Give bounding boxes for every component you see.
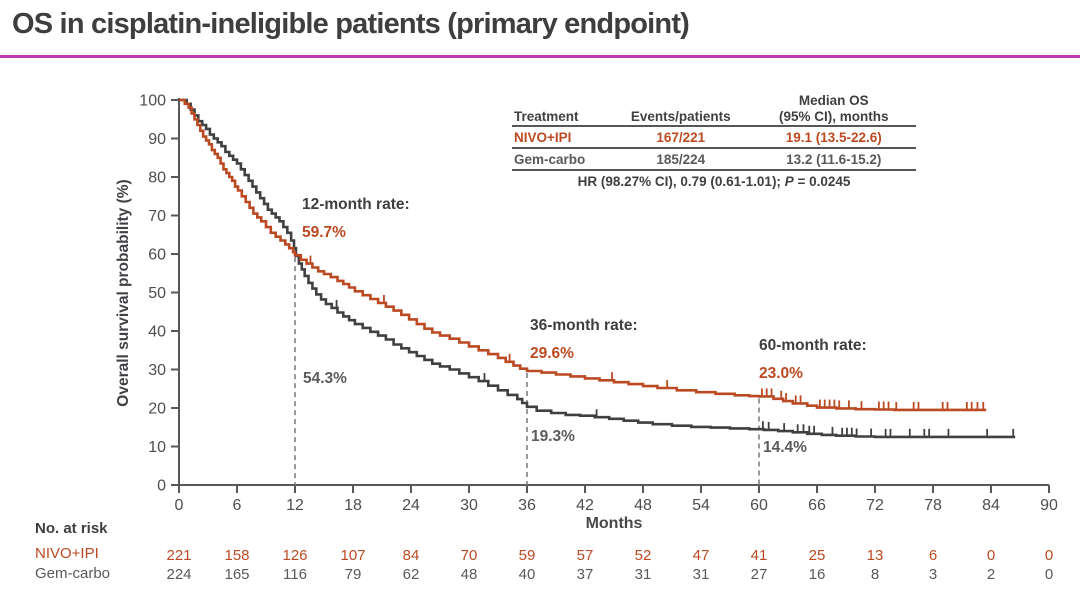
x-tick-label: 6 <box>233 497 242 514</box>
hr-text: HR (98.27% CI), 0.79 (0.61-1.01); <box>577 174 785 190</box>
x-tick-label: 60 <box>750 497 768 514</box>
risk-row-label-nivo: NIVO+IPI <box>35 545 99 562</box>
summary-table-grid: Treatment Events/patients Median OS (95%… <box>512 92 916 172</box>
risk-value-nivo: 0 <box>1045 547 1053 564</box>
y-tick-label: 60 <box>148 247 166 264</box>
summary-header-median-os: Median OS (95% CI), months <box>751 92 916 128</box>
risk-value-gem: 37 <box>577 566 594 583</box>
x-tick-label: 66 <box>808 497 826 514</box>
x-tick-label: 42 <box>576 497 594 514</box>
y-tick-label: 0 <box>157 478 166 495</box>
risk-value-gem: 224 <box>166 566 191 583</box>
y-tick-label: 70 <box>148 208 166 225</box>
risk-value-nivo: 84 <box>403 547 420 564</box>
x-tick-label: 72 <box>866 497 884 514</box>
y-tick-label: 50 <box>148 285 166 302</box>
risk-value-nivo: 158 <box>224 547 249 564</box>
risk-value-gem: 0 <box>1045 566 1053 583</box>
summary-row-gem: Gem-carbo 185/224 13.2 (11.6-15.2) <box>512 148 916 172</box>
hazard-ratio-note: HR (98.27% CI), 0.79 (0.61-1.01); P = 0.… <box>512 174 916 189</box>
risk-value-nivo: 47 <box>693 547 710 564</box>
rate-12-gem-value: 54.3% <box>303 370 347 387</box>
risk-value-nivo: 52 <box>635 547 652 564</box>
risk-value-gem: 31 <box>693 566 710 583</box>
risk-value-nivo: 25 <box>809 547 826 564</box>
risk-table-title: No. at risk <box>35 520 108 537</box>
risk-row-label-gem: Gem-carbo <box>35 565 111 582</box>
x-tick-label: 54 <box>692 497 710 514</box>
rate-36-label: 36-month rate: <box>530 317 638 334</box>
y-axis-title: Overall survival probability (%) <box>115 179 132 406</box>
summary-header-treatment: Treatment <box>512 92 611 128</box>
rate-36-gem-value: 19.3% <box>531 428 575 445</box>
risk-value-nivo: 0 <box>987 547 995 564</box>
summary-header-events: Events/patients <box>610 92 752 128</box>
summary-nivo-events: 167/221 <box>610 126 752 150</box>
rate-60-nivo-value: 23.0% <box>759 365 803 382</box>
rate-12-label: 12-month rate: <box>302 196 410 213</box>
rate-60-label: 60-month rate: <box>759 337 867 354</box>
risk-value-nivo: 221 <box>166 547 191 564</box>
risk-value-gem: 2 <box>987 566 995 583</box>
risk-value-nivo: 70 <box>461 547 478 564</box>
rate-60-gem-value: 14.4% <box>763 439 807 456</box>
x-axis-title: Months <box>586 515 643 532</box>
title-underline <box>0 55 1080 58</box>
risk-value-gem: 79 <box>345 566 362 583</box>
y-tick-label: 30 <box>148 362 166 379</box>
p-value-symbol: P <box>784 174 794 190</box>
risk-value-gem: 48 <box>461 566 478 583</box>
rate-36-nivo-value: 29.6% <box>530 345 574 362</box>
risk-value-gem: 116 <box>283 566 307 583</box>
summary-nivo-treatment: NIVO+IPI <box>512 126 611 150</box>
risk-value-gem: 62 <box>403 566 420 583</box>
risk-value-nivo: 6 <box>929 547 937 564</box>
x-tick-label: 78 <box>924 497 942 514</box>
x-tick-label: 0 <box>175 497 184 514</box>
x-tick-label: 30 <box>460 497 478 514</box>
y-tick-label: 80 <box>148 170 166 187</box>
survival-curve-gem-carbo <box>179 98 1016 439</box>
summary-table: Treatment Events/patients Median OS (95%… <box>512 92 916 189</box>
risk-value-gem: 40 <box>519 566 536 583</box>
risk-value-gem: 3 <box>929 566 937 583</box>
y-tick-label: 100 <box>139 93 166 110</box>
x-tick-label: 18 <box>344 497 362 514</box>
y-tick-label: 40 <box>148 324 166 341</box>
x-tick-label: 12 <box>286 497 304 514</box>
risk-value-nivo: 59 <box>519 547 536 564</box>
x-tick-label: 36 <box>518 497 536 514</box>
risk-value-gem: 27 <box>751 566 768 583</box>
y-tick-label: 20 <box>148 401 166 418</box>
rate-12-nivo-value: 59.7% <box>302 224 346 241</box>
p-value-text: = 0.0245 <box>793 174 851 190</box>
page-title: OS in cisplatin-ineligible patients (pri… <box>12 8 690 40</box>
y-tick-label: 90 <box>148 131 166 148</box>
summary-gem-events: 185/224 <box>610 148 752 172</box>
x-tick-label: 24 <box>402 497 420 514</box>
summary-gem-median-os: 13.2 (11.6-15.2) <box>751 148 916 172</box>
risk-value-gem: 16 <box>809 566 826 583</box>
x-tick-label: 48 <box>634 497 652 514</box>
risk-value-nivo: 41 <box>751 547 768 564</box>
x-tick-label: 84 <box>982 497 1000 514</box>
risk-value-nivo: 57 <box>577 547 594 564</box>
risk-value-nivo: 126 <box>282 547 307 564</box>
x-tick-label: 90 <box>1040 497 1058 514</box>
summary-header-median-os-line1: Median OS <box>798 93 869 108</box>
summary-nivo-median-os: 19.1 (13.5-22.6) <box>751 126 916 150</box>
risk-value-nivo: 107 <box>340 547 365 564</box>
y-tick-label: 10 <box>148 439 166 456</box>
risk-value-gem: 165 <box>224 566 249 583</box>
risk-value-gem: 31 <box>635 566 652 583</box>
summary-header-median-os-line2: (95% CI), months <box>778 108 889 124</box>
summary-row-nivo: NIVO+IPI 167/221 19.1 (13.5-22.6) <box>512 126 916 150</box>
risk-value-nivo: 13 <box>867 547 884 564</box>
summary-gem-treatment: Gem-carbo <box>512 148 611 172</box>
survival-curve-nivo-ipi <box>179 98 987 412</box>
risk-value-gem: 8 <box>871 566 879 583</box>
